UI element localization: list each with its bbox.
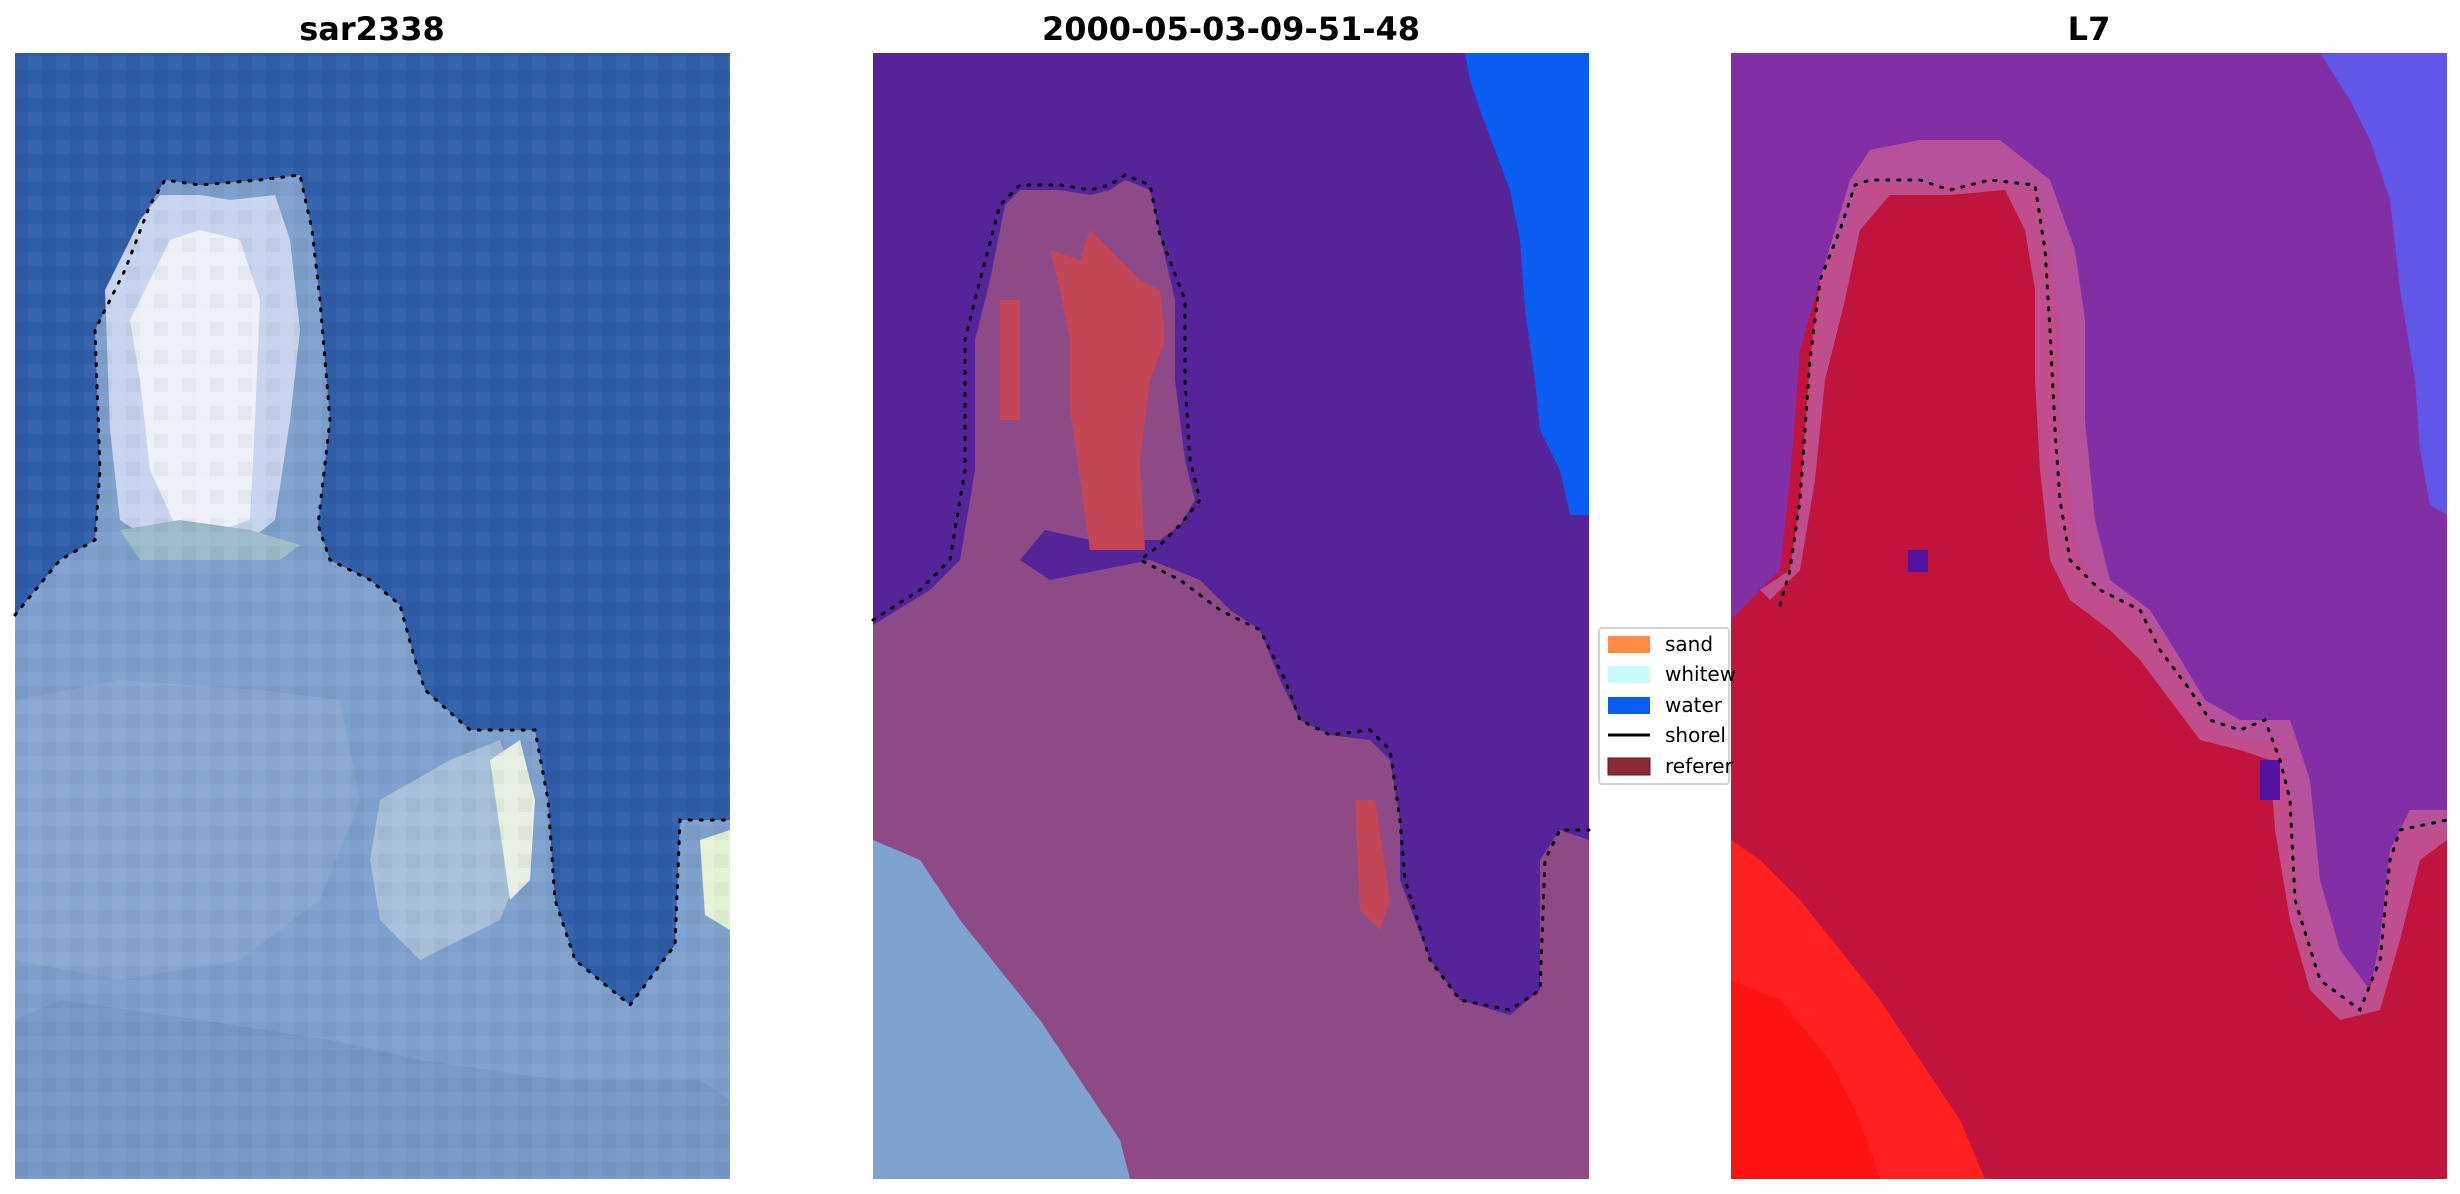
- legend-label-whitewater: whitew: [1665, 662, 1736, 686]
- panel-l7: [1731, 53, 2447, 1179]
- legend-item-shoreline: shorel: [1608, 723, 1726, 747]
- panel-title-3: L7: [2068, 10, 2111, 48]
- legend-swatch-whitewater: [1608, 666, 1650, 683]
- legend-item-whitewater: whitew: [1608, 662, 1736, 686]
- panel-title-1: sar2338: [299, 10, 444, 48]
- panel-classification: [873, 53, 1589, 1179]
- legend-swatch-water: [1608, 697, 1650, 714]
- legend-item-sand: sand: [1608, 632, 1713, 656]
- panel-title-2: 2000-05-03-09-51-48: [1042, 10, 1420, 48]
- panel-rgb-image: [15, 53, 730, 1179]
- legend-label-shoreline: shorel: [1665, 723, 1726, 747]
- legend-swatch-sand: [1608, 636, 1650, 653]
- legend-label-sand: sand: [1665, 632, 1713, 656]
- legend-item-reference: referer: [1607, 754, 1734, 778]
- shoreline-2: [871, 173, 1591, 1012]
- legend-label-reference: referer: [1665, 754, 1734, 778]
- legend: sand whitew water shorel referer: [1598, 627, 1736, 785]
- legend-item-water: water: [1608, 693, 1723, 717]
- legend-swatch-reference: [1607, 757, 1651, 776]
- legend-label-water: water: [1665, 693, 1723, 717]
- shoreline-3: [1778, 178, 2449, 1013]
